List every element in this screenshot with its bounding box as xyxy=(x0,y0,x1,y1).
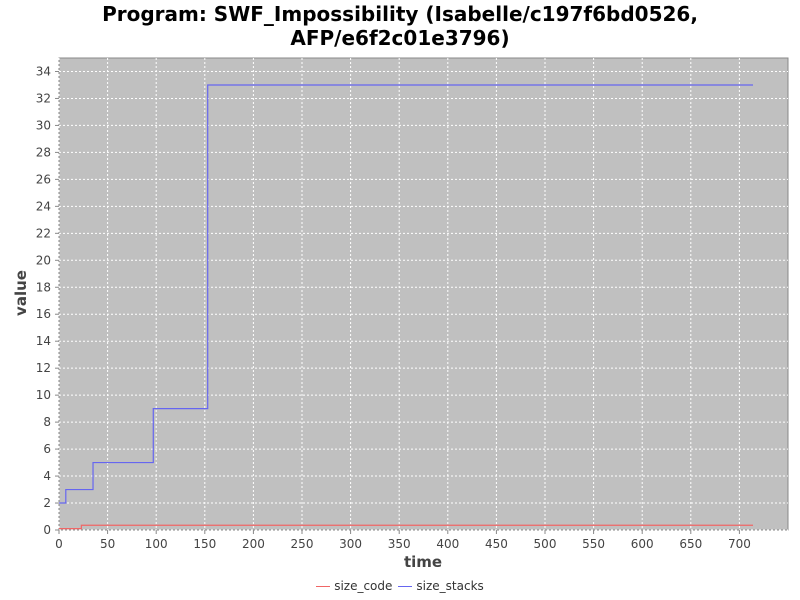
y-tick-label: 20 xyxy=(36,253,51,267)
y-axis-label: value xyxy=(12,270,30,316)
x-tick-label: 150 xyxy=(193,537,216,551)
x-tick-label: 200 xyxy=(242,537,265,551)
legend-label-size-code: size_code xyxy=(334,579,393,593)
x-tick-label: 600 xyxy=(631,537,654,551)
legend: size_code size_stacks xyxy=(0,579,800,593)
y-tick-label: 14 xyxy=(36,334,51,348)
y-tick-label: 6 xyxy=(43,442,51,456)
legend-label-size-stacks: size_stacks xyxy=(416,579,484,593)
legend-swatch-size-stacks xyxy=(398,585,413,587)
y-tick-label: 2 xyxy=(43,496,51,510)
x-tick-label: 100 xyxy=(145,537,168,551)
y-tick-label: 26 xyxy=(36,172,51,186)
y-tick-label: 4 xyxy=(43,469,51,483)
y-tick-label: 18 xyxy=(36,280,51,294)
x-tick-label: 700 xyxy=(728,537,751,551)
x-tick-label: 0 xyxy=(55,537,63,551)
y-tick-label: 22 xyxy=(36,226,51,240)
x-tick-label: 500 xyxy=(534,537,557,551)
y-tick-label: 8 xyxy=(43,415,51,429)
x-tick-label: 400 xyxy=(436,537,459,551)
series-line-size-stacks xyxy=(59,84,754,504)
y-tick-label: 30 xyxy=(36,118,51,132)
chart-title-line-1: Program: SWF_Impossibility (Isabelle/c19… xyxy=(102,2,698,26)
x-tick-label: 250 xyxy=(291,537,314,551)
axes: 0 50 100 150 200 250 300 350 400 450 500 550 600 650 7… xyxy=(36,64,751,551)
x-tick-label: 50 xyxy=(100,537,115,551)
x-axis-label: time xyxy=(404,553,442,571)
x-tick-label: 300 xyxy=(339,537,362,551)
y-tick-label: 16 xyxy=(36,307,51,321)
x-tick-label: 650 xyxy=(679,537,702,551)
chart-title-line-2: AFP/e6f2c01e3796) xyxy=(290,26,510,50)
y-tick-label: 12 xyxy=(36,361,51,375)
x-tick-label: 450 xyxy=(485,537,508,551)
legend-item-size-stacks: size_stacks xyxy=(398,579,484,593)
series-lines xyxy=(59,84,754,530)
x-tick-label: 550 xyxy=(582,537,605,551)
y-tick-label: 24 xyxy=(36,199,51,213)
y-tick-label: 32 xyxy=(36,91,51,105)
series-line-size-code xyxy=(59,524,754,530)
grid-lines xyxy=(58,58,788,531)
legend-item-size-code: size_code xyxy=(316,579,392,593)
plot-area xyxy=(58,57,789,531)
y-tick-label: 28 xyxy=(36,145,51,159)
chart-title: Program: SWF_Impossibility (Isabelle/c19… xyxy=(0,2,800,50)
x-tick-label: 350 xyxy=(388,537,411,551)
legend-swatch-size-code xyxy=(316,585,331,587)
y-tick-label: 34 xyxy=(36,64,51,78)
y-tick-label: 0 xyxy=(43,523,51,537)
y-tick-label: 10 xyxy=(36,388,51,402)
